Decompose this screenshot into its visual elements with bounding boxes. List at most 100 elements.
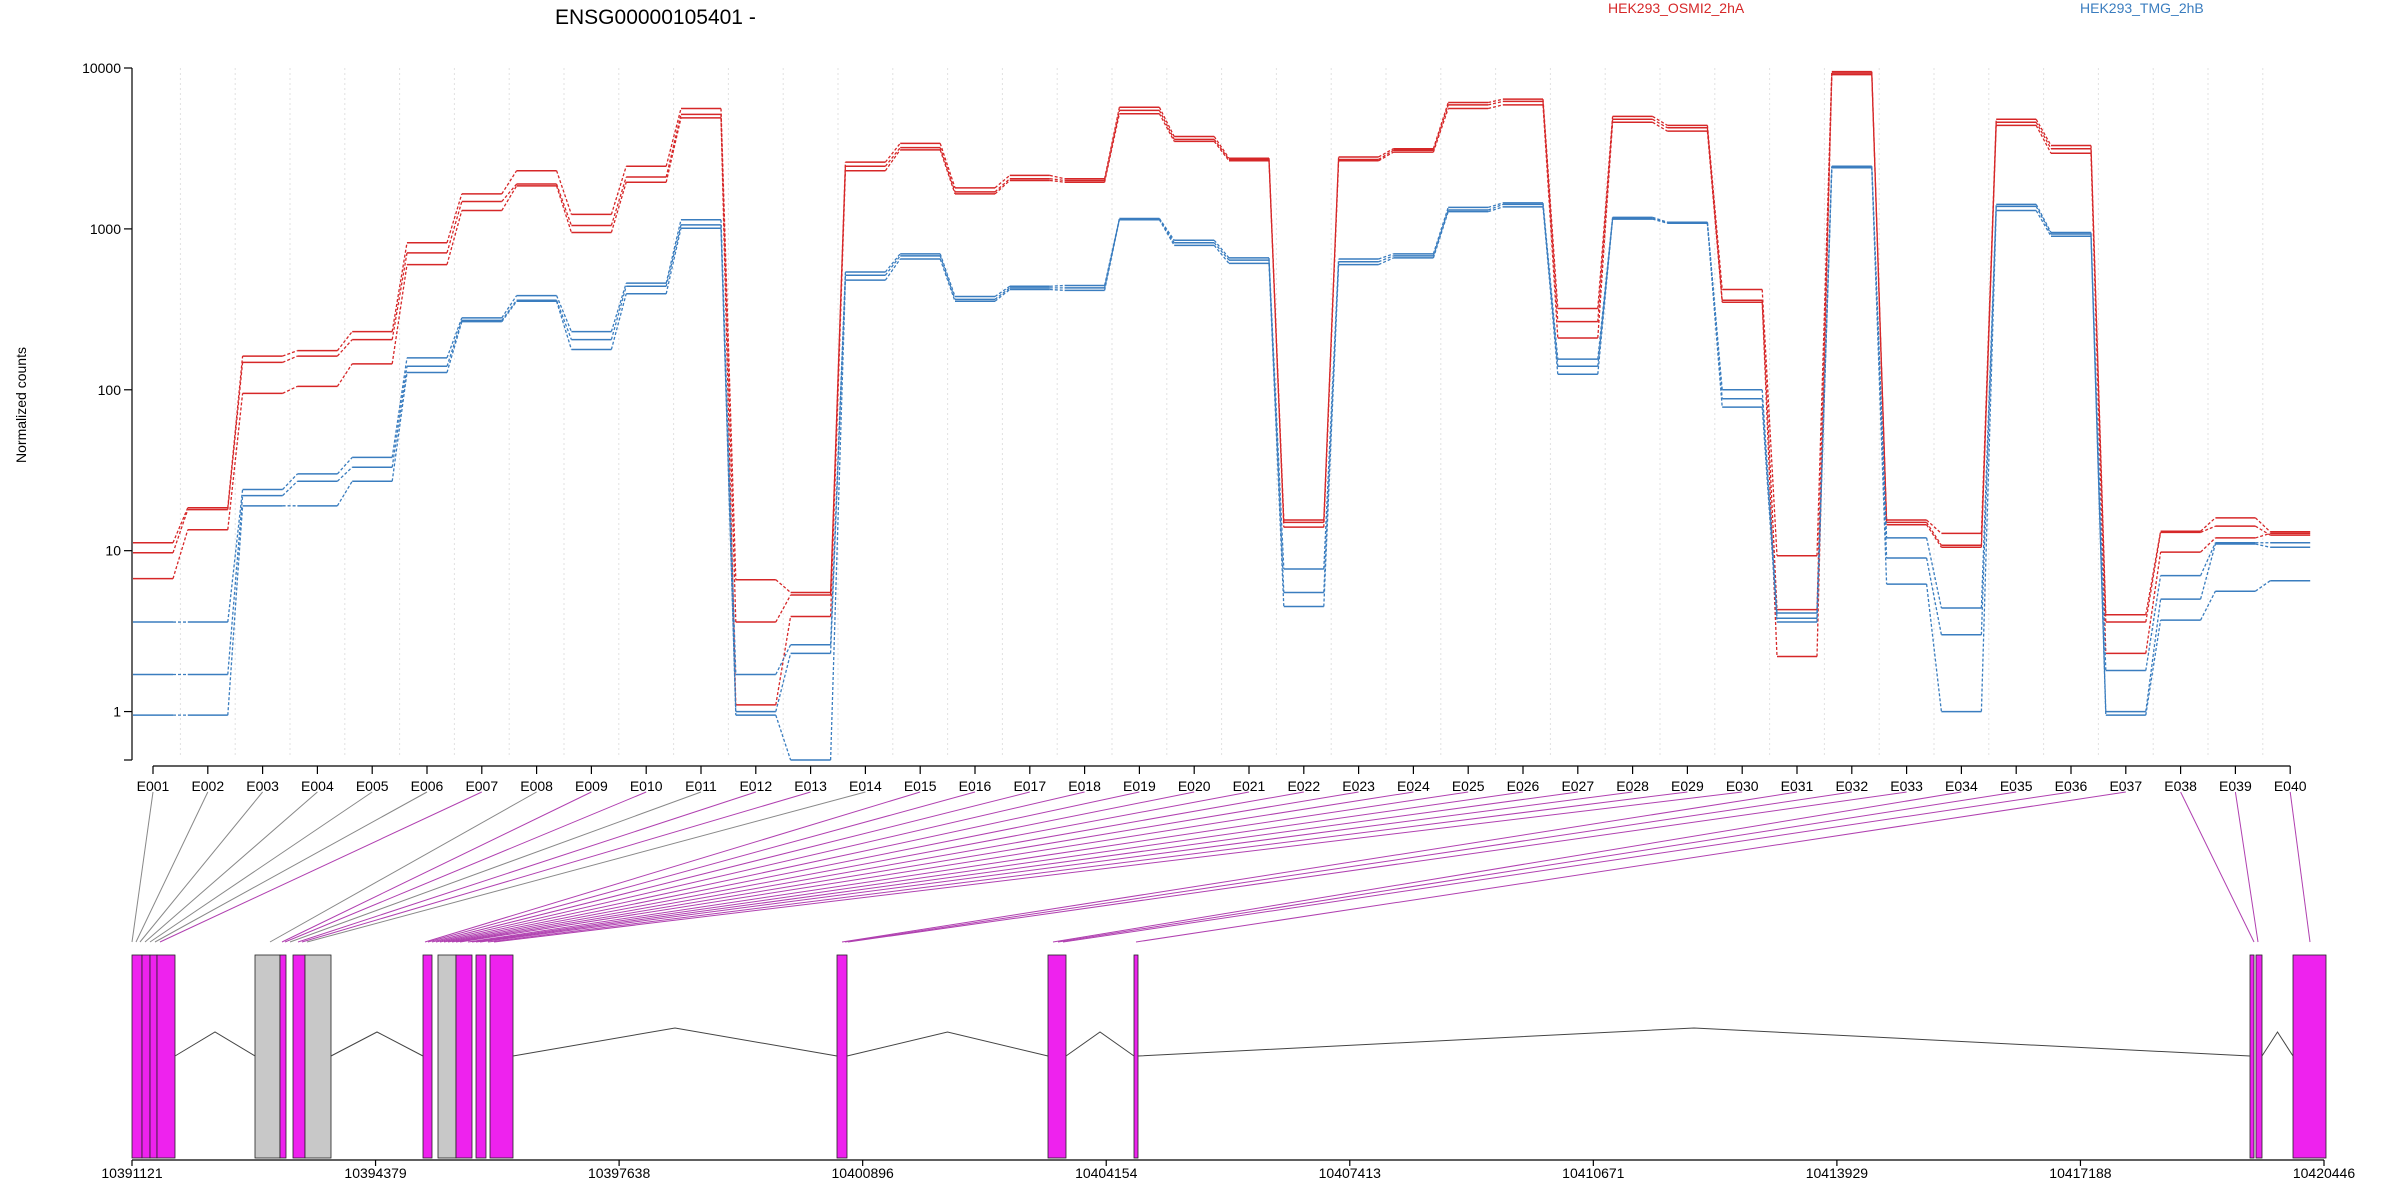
series-connector — [1597, 122, 1614, 338]
series-connector — [1378, 257, 1394, 266]
series-connector — [994, 287, 1011, 300]
series-connector — [2200, 590, 2216, 621]
x-tick-label: E031 — [1781, 778, 1814, 794]
series-connector — [1213, 239, 1230, 259]
exon-block — [2255, 954, 2263, 1159]
exon-block — [422, 954, 433, 1159]
series-connector — [720, 117, 737, 705]
intron-line — [2261, 1031, 2294, 1057]
series-connector — [227, 393, 244, 530]
exon-connector — [1057, 791, 2017, 943]
series-connector — [555, 301, 573, 350]
series-connector — [282, 350, 298, 357]
series-connector — [665, 219, 682, 284]
series-connector — [829, 170, 847, 617]
exon-connector — [297, 791, 756, 943]
series-connector — [391, 264, 408, 364]
plot-title: ENSG00000105401 - — [555, 6, 756, 29]
exon-connector — [281, 791, 592, 943]
series-connector — [610, 166, 627, 215]
series-connector — [1432, 207, 1449, 255]
exon-block — [156, 954, 176, 1159]
series-connector — [501, 183, 518, 202]
series-connector — [282, 473, 298, 490]
exon-block — [489, 954, 514, 1159]
y-tick-label: 1 — [113, 704, 121, 720]
y-tick-label: 1000 — [90, 221, 121, 237]
y-axis-label: Normalized counts — [13, 347, 29, 463]
exon-block — [455, 954, 473, 1159]
series-connector — [829, 275, 847, 654]
exon-connector — [2234, 791, 2259, 943]
exon-connector — [447, 791, 1250, 943]
y-axis: 1 10 100 1000 10000 — [82, 60, 133, 761]
series-connector — [1488, 104, 1504, 110]
coord-tick-label: 10410671 — [1562, 1165, 1625, 1181]
series-connector — [1816, 73, 1833, 610]
exon-connector — [439, 791, 1140, 943]
x-tick-label: E017 — [1013, 778, 1046, 794]
series-connector — [884, 149, 901, 172]
series-connector — [282, 355, 298, 363]
series-connector — [884, 147, 901, 167]
exon-block — [141, 954, 151, 1159]
series-connector — [336, 456, 353, 475]
series-connector — [1871, 74, 1888, 525]
exon-connector — [459, 791, 1414, 943]
exon-connector — [144, 791, 318, 943]
x-tick-label: E022 — [1287, 778, 1320, 794]
series-connector — [1980, 125, 1997, 548]
exon-connector — [1135, 791, 2126, 943]
exon-block — [437, 954, 457, 1159]
series-connector — [446, 317, 463, 359]
series-connector — [1926, 524, 1942, 548]
series-connector — [1432, 104, 1449, 151]
series-connector — [501, 300, 518, 323]
series-connector — [665, 117, 682, 183]
exon-connector — [284, 791, 647, 943]
exon-block — [149, 954, 158, 1159]
series-connector — [610, 293, 627, 350]
series-connector — [775, 594, 792, 623]
series-connector — [1761, 289, 1778, 556]
series-connector — [1487, 203, 1504, 211]
series-connector — [884, 255, 901, 276]
exon-connector — [131, 791, 154, 943]
series-connector — [2145, 551, 2162, 654]
series-connector — [1871, 167, 1888, 585]
exon-connector — [289, 791, 702, 943]
series-connector — [555, 300, 573, 340]
exon-connector — [431, 791, 1030, 943]
series-connector — [2255, 580, 2271, 592]
x-tick-label: E030 — [1726, 778, 1759, 794]
coord-tick-label: 10397638 — [588, 1165, 651, 1181]
exon-connector — [471, 791, 1524, 943]
series-connector — [1652, 216, 1668, 223]
intron-line — [512, 1027, 838, 1057]
series-connector — [391, 372, 408, 482]
series-connector — [1323, 261, 1340, 593]
series-connector — [391, 357, 408, 458]
series-connector — [1980, 204, 1997, 609]
series-connector — [939, 253, 956, 297]
series-connector — [1542, 206, 1559, 375]
series-connector — [1213, 242, 1230, 261]
series-connector — [1378, 253, 1394, 260]
series-connector — [994, 179, 1011, 195]
series-connector — [1323, 160, 1340, 528]
y-tick-label: 100 — [98, 382, 122, 398]
series-connector — [1926, 519, 1942, 534]
series-connector — [555, 185, 573, 233]
y-tick-label: 10000 — [82, 60, 121, 76]
series-connector — [1488, 98, 1504, 104]
x-tick-label: E034 — [1945, 778, 1978, 794]
x-tick-label: E038 — [2164, 778, 2197, 794]
exon-connector — [135, 791, 209, 943]
series-connector — [994, 288, 1011, 302]
series-connector — [665, 228, 682, 294]
exon-connector — [149, 791, 373, 943]
exon-connector — [159, 791, 483, 943]
series-connector — [775, 644, 792, 675]
exon-connector — [493, 791, 1743, 943]
